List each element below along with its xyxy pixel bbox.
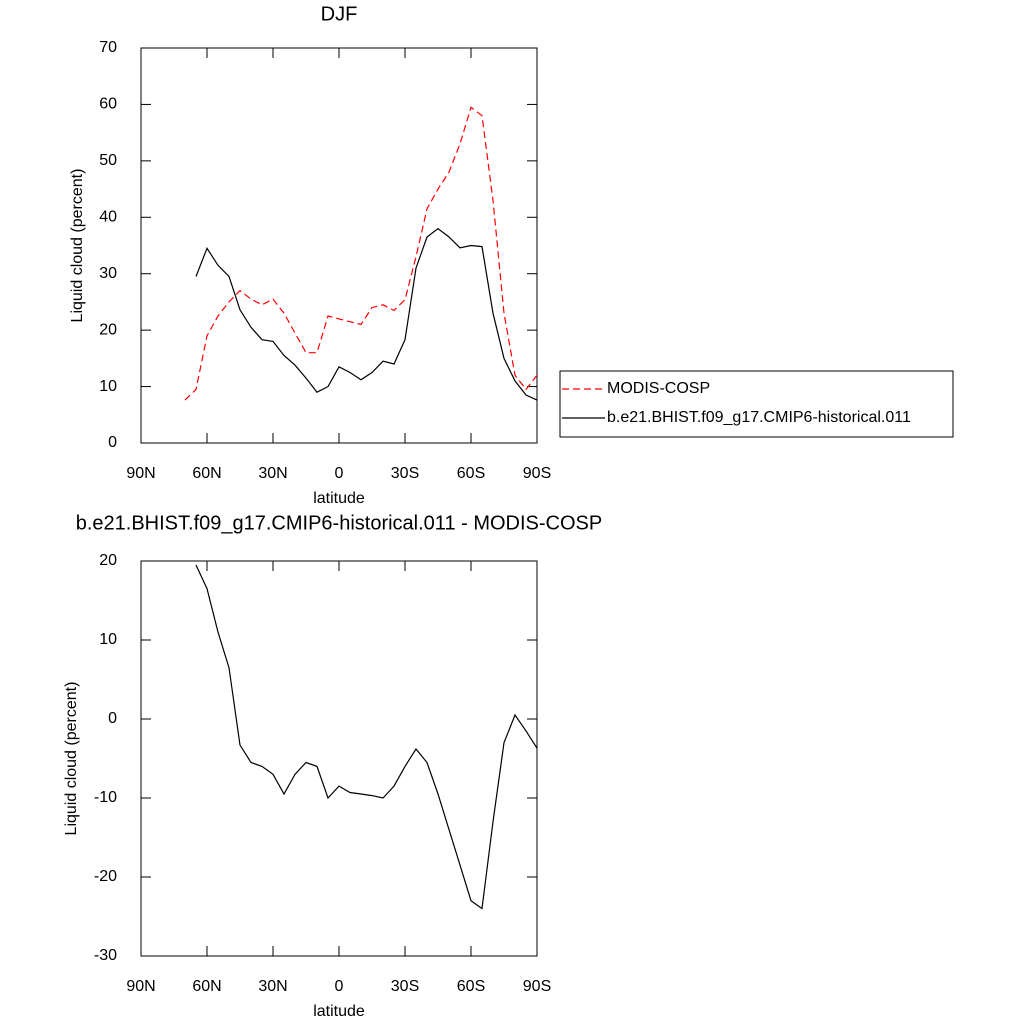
legend-label: MODIS-COSP xyxy=(607,380,710,397)
y-tick-label: -20 xyxy=(94,868,117,885)
y-tick-label: 50 xyxy=(99,152,117,169)
y-tick-label: 10 xyxy=(99,631,117,648)
legend-box xyxy=(559,370,954,438)
x-tick-label: 60N xyxy=(192,978,221,995)
y-tick-label: 10 xyxy=(99,378,117,395)
legend-label: b.e21.BHIST.f09_g17.CMIP6-historical.011 xyxy=(607,409,911,426)
y-tick-label: 0 xyxy=(108,434,117,451)
y-tick-label: -10 xyxy=(94,789,117,806)
plot-frame xyxy=(140,560,538,957)
x-tick-label: 90N xyxy=(126,465,155,482)
x-axis-label: latitude xyxy=(313,490,365,507)
x-tick-label: 60S xyxy=(457,978,485,995)
x-tick-label: 0 xyxy=(335,978,344,995)
x-tick-label: 60N xyxy=(192,465,221,482)
x-tick-label: 90S xyxy=(523,978,551,995)
data-line xyxy=(184,106,538,401)
x-tick-label: 30N xyxy=(258,465,287,482)
x-axis-label: latitude xyxy=(313,1003,365,1020)
x-tick-label: 60S xyxy=(457,465,485,482)
data-line xyxy=(195,564,538,910)
y-tick-label: 20 xyxy=(99,552,117,569)
chart-title: DJF xyxy=(321,3,358,25)
x-tick-label: 30S xyxy=(391,465,419,482)
y-tick-label: 40 xyxy=(99,209,117,226)
x-tick-label: 30S xyxy=(391,978,419,995)
y-tick-label: 0 xyxy=(108,710,117,727)
data-line xyxy=(195,227,538,401)
y-tick-label: 20 xyxy=(99,321,117,338)
x-tick-label: 90S xyxy=(523,465,551,482)
chart-title: b.e21.BHIST.f09_g17.CMIP6-historical.011… xyxy=(76,512,603,534)
y-axis-label: Liquid cloud (percent) xyxy=(63,682,80,836)
y-tick-label: 60 xyxy=(99,96,117,113)
plot-frame xyxy=(140,47,538,444)
x-tick-label: 30N xyxy=(258,978,287,995)
x-tick-label: 0 xyxy=(335,465,344,482)
x-tick-label: 90N xyxy=(126,978,155,995)
y-axis-label: Liquid cloud (percent) xyxy=(69,169,86,323)
y-tick-label: -30 xyxy=(94,947,117,964)
y-tick-label: 70 xyxy=(99,39,117,56)
y-tick-label: 30 xyxy=(99,265,117,282)
